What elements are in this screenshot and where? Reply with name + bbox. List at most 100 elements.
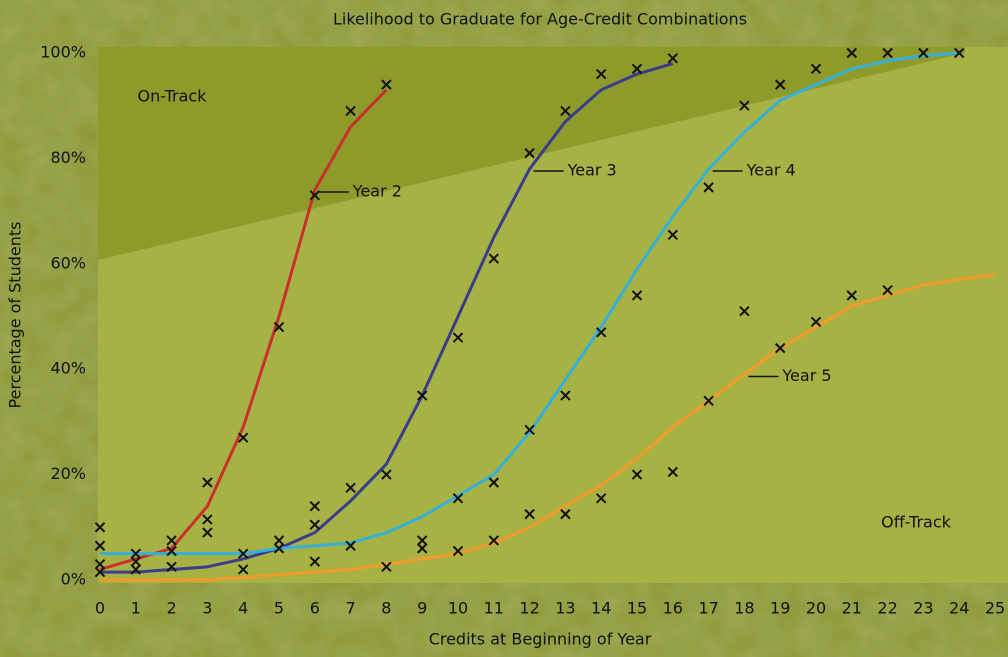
- x-tick-label: 10: [448, 599, 468, 618]
- scatter-marker: [524, 424, 535, 436]
- y-tick-label: 40%: [50, 359, 86, 378]
- scatter-marker: [309, 519, 321, 530]
- scatter-marker: [452, 493, 464, 504]
- scatter-marker: [703, 395, 714, 407]
- x-tick-label: 5: [274, 599, 284, 618]
- x-tick-label: 20: [806, 599, 826, 618]
- x-tick-label: 8: [381, 599, 391, 618]
- scatter-marker: [667, 466, 679, 478]
- scatter-marker: [631, 290, 643, 301]
- scatter-marker: [810, 316, 822, 327]
- x-tick-label: 14: [591, 599, 611, 618]
- scatter-marker: [130, 548, 142, 559]
- scatter-marker: [130, 556, 142, 567]
- scatter-marker: [166, 545, 177, 557]
- x-tick-label: 12: [519, 599, 539, 618]
- scatter-marker: [202, 514, 213, 525]
- scatter-marker: [273, 535, 285, 546]
- scatter-marker: [94, 566, 106, 578]
- series-label: Year 3: [567, 160, 617, 179]
- scatter-marker: [846, 290, 858, 301]
- scatter-marker: [309, 556, 321, 567]
- scatter-marker: [524, 508, 535, 520]
- x-tick-label: 2: [167, 599, 177, 618]
- series-label: Year 5: [781, 366, 831, 385]
- x-tick-label: 21: [842, 599, 862, 618]
- scatter-marker: [416, 543, 428, 554]
- scatter-marker: [273, 543, 285, 554]
- scatter-marker: [953, 47, 965, 59]
- x-tick-label: 9: [417, 599, 427, 618]
- scatter-marker: [488, 535, 500, 546]
- scatter-marker: [381, 561, 392, 573]
- scatter-marker: [918, 47, 929, 59]
- scatter-marker: [488, 253, 500, 264]
- x-tick-label: 7: [346, 599, 356, 618]
- scatter-marker: [130, 564, 142, 575]
- scatter-marker: [94, 540, 106, 551]
- scatter-marker: [94, 522, 106, 533]
- scatter-marker: [703, 182, 714, 193]
- annotation: On-Track: [138, 87, 208, 106]
- scatter-marker: [667, 53, 679, 64]
- y-axis-label: Percentage of Students: [6, 222, 25, 409]
- scatter-marker: [416, 390, 428, 401]
- scatter-marker: [524, 147, 535, 159]
- scatter-marker: [595, 327, 607, 338]
- series-label: Year 4: [746, 160, 796, 179]
- scatter-marker: [739, 100, 750, 111]
- scatter-marker: [739, 306, 750, 317]
- x-tick-label: 22: [877, 599, 897, 618]
- x-tick-label: 24: [949, 599, 969, 618]
- x-tick-label: 18: [734, 599, 754, 618]
- x-tick-label: 16: [663, 599, 683, 618]
- y-tick-label: 60%: [50, 253, 86, 272]
- series-line: [99, 88, 388, 571]
- x-tick-label: 23: [913, 599, 933, 618]
- scatter-marker: [595, 493, 607, 504]
- scatter-marker: [273, 321, 285, 333]
- scatter-marker: [560, 390, 571, 401]
- scatter-marker: [882, 47, 893, 59]
- scatter-marker: [345, 540, 356, 551]
- series-line: [100, 62, 674, 574]
- scatter-marker: [309, 501, 321, 512]
- scatter-marker: [560, 105, 571, 117]
- scatter-marker: [595, 68, 607, 80]
- scatter-marker: [202, 527, 213, 538]
- scatter-marker: [560, 508, 571, 520]
- scatter-marker: [452, 332, 464, 343]
- scatter-marker: [488, 477, 500, 488]
- scatter-marker: [237, 564, 249, 575]
- scatter-marker: [309, 190, 321, 201]
- scatter-marker: [237, 548, 249, 559]
- x-tick-label: 0: [95, 599, 105, 618]
- on-track-region: [98, 47, 965, 260]
- y-tick-label: 100%: [40, 43, 86, 62]
- scatter-marker: [345, 482, 356, 493]
- y-tick-label: 80%: [50, 148, 86, 167]
- scatter-marker: [774, 79, 786, 90]
- x-tick-label: 15: [627, 599, 647, 618]
- x-tick-label: 13: [555, 599, 575, 618]
- x-tick-label: 19: [770, 599, 790, 618]
- y-tick-label: 20%: [50, 464, 86, 483]
- x-tick-label: 4: [238, 599, 248, 618]
- series-line: [100, 272, 996, 582]
- x-tick-label: 6: [310, 599, 320, 618]
- x-tick-label: 1: [131, 599, 141, 618]
- scatter-marker: [381, 469, 392, 480]
- scatter-marker: [416, 535, 428, 546]
- scatter-marker: [631, 469, 643, 480]
- x-tick-label: 25: [985, 599, 1005, 618]
- scatter-marker: [166, 561, 177, 573]
- scatter-marker: [882, 284, 893, 296]
- scatter-marker: [810, 63, 822, 75]
- scatter-marker: [202, 477, 213, 488]
- chart-title: Likelihood to Graduate for Age-Credit Co…: [333, 10, 747, 29]
- x-tick-label: 17: [698, 599, 718, 618]
- annotation: Off-Track: [881, 513, 952, 532]
- x-tick-label: 3: [202, 599, 212, 618]
- scatter-marker: [166, 535, 177, 546]
